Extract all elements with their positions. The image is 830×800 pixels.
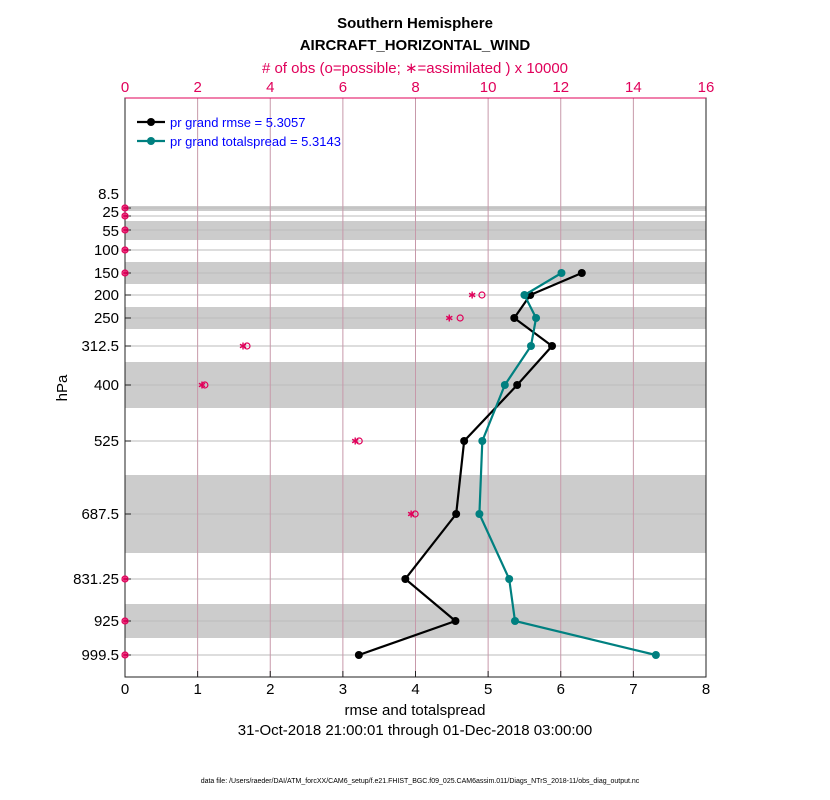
top-x-tick-label: 12 [552, 79, 569, 96]
series-point-1 [526, 342, 535, 350]
legend-marker-1 [147, 137, 155, 145]
x-tick-label: 6 [557, 681, 565, 698]
series-point-1 [505, 575, 514, 583]
x-tick-label: 1 [193, 681, 201, 698]
series-point-1 [510, 617, 519, 625]
series-point-1 [475, 510, 484, 518]
series-line-0 [358, 271, 583, 657]
legend-label-0: pr grand rmse = 5.3057 [170, 115, 306, 130]
series-point-0 [460, 437, 469, 445]
top-x-tick-label: 8 [411, 79, 419, 96]
x-tick-label: 8 [702, 681, 710, 698]
top-x-tick-label: 14 [625, 79, 642, 96]
series-point-1 [532, 314, 541, 322]
y-tick-label: 925 [94, 613, 119, 630]
legend-marker-0 [147, 118, 155, 126]
series-point-0 [354, 651, 363, 659]
obs-assimilated-marker [407, 510, 415, 518]
series-point-1 [557, 269, 566, 277]
obs-assimilated-marker [468, 291, 476, 299]
y-tick-label: 312.5 [81, 338, 119, 355]
obs-possible-marker [478, 291, 486, 299]
series-point-1 [651, 651, 660, 659]
series-point-1 [520, 291, 529, 299]
y-tick-label: 831.25 [73, 571, 119, 588]
series-line-1 [478, 272, 657, 657]
series-point-0 [451, 617, 460, 625]
top-x-tick-label: 0 [121, 79, 129, 96]
series-point-0 [513, 381, 522, 389]
y-tick-label: 8.5 [98, 186, 119, 203]
obs-assimilated-marker [121, 575, 129, 583]
chart-title: Southern Hemisphere [337, 15, 493, 32]
legend-label-1: pr grand totalspread = 5.3143 [170, 134, 341, 149]
series-point-0 [510, 314, 519, 322]
chart-subtitle: AIRCRAFT_HORIZONTAL_WIND [300, 37, 531, 54]
obs-assimilated-marker [121, 269, 129, 277]
obs-assimilated-marker [121, 651, 129, 659]
y-tick-label: 100 [94, 242, 119, 259]
x-tick-label: 3 [339, 681, 347, 698]
y-tick-label: 55 [102, 223, 119, 240]
x-tick-label: 7 [629, 681, 637, 698]
y-tick-label: 150 [94, 265, 119, 282]
series-point-0 [577, 269, 586, 277]
top-x-tick-label: 10 [480, 79, 497, 96]
obs-assimilated-marker [121, 617, 129, 625]
obs-assimilated-marker [121, 204, 129, 212]
x-axis-label: rmse and totalspread [345, 702, 486, 719]
series-point-0 [548, 342, 557, 350]
obs-assimilated-marker [445, 314, 453, 322]
obs-assimilated-marker [121, 226, 129, 234]
y-tick-label: 250 [94, 310, 119, 327]
obs-assimilated-marker [121, 246, 129, 254]
top-x-tick-label: 6 [339, 79, 347, 96]
obs-assimilated-marker [239, 342, 247, 350]
y-tick-label: 25 [102, 204, 119, 221]
x-tick-label: 4 [411, 681, 419, 698]
obs-assimilated-marker [121, 212, 129, 220]
y-tick-label: 999.5 [81, 647, 119, 664]
top-axis-label: # of obs (o=possible; ∗=assimilated ) x … [262, 60, 568, 77]
x-tick-label: 5 [484, 681, 492, 698]
y-tick-label: 525 [94, 433, 119, 450]
data-file-footer: data file: /Users/raeder/DAI/ATM_forcXX/… [201, 778, 640, 785]
series-point-1 [500, 381, 509, 389]
y-axis-label: hPa [54, 374, 71, 401]
obs-possible-marker [456, 314, 464, 322]
x-tick-label: 0 [121, 681, 129, 698]
y-tick-label: 687.5 [81, 506, 119, 523]
obs-assimilated-marker [351, 437, 359, 445]
series-point-0 [452, 510, 461, 518]
obs-assimilated-marker [198, 381, 206, 389]
top-x-tick-label: 16 [698, 79, 715, 96]
y-tick-label: 400 [94, 377, 119, 394]
top-x-tick-label: 4 [266, 79, 274, 96]
date-range: 31-Oct-2018 21:00:01 through 01-Dec-2018… [238, 722, 592, 739]
top-x-tick-label: 2 [193, 79, 201, 96]
series-point-1 [478, 437, 487, 445]
y-tick-label: 200 [94, 287, 119, 304]
series-point-0 [401, 575, 410, 583]
x-tick-label: 2 [266, 681, 274, 698]
